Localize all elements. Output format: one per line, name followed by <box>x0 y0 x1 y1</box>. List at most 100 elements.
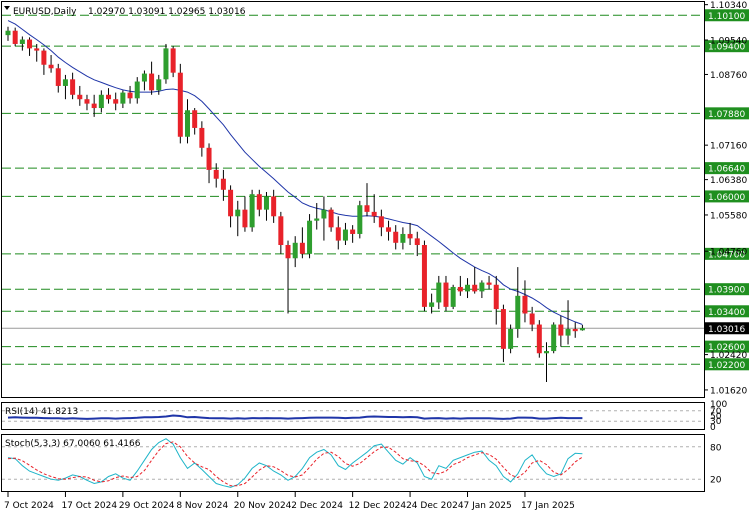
candle <box>5 26 11 41</box>
candle-body-down <box>70 79 76 95</box>
level-tag <box>705 358 749 371</box>
candle <box>134 77 140 104</box>
candle-body-down <box>177 72 183 137</box>
level-tag-label: 1.06640 <box>708 165 745 175</box>
level-tag <box>705 247 749 260</box>
candle-body-up <box>235 209 241 217</box>
candle <box>350 225 356 243</box>
candle-body-down <box>486 282 492 285</box>
candle-body-down <box>558 324 564 336</box>
level-tag-label: 1.04700 <box>708 250 745 260</box>
candle <box>307 214 313 259</box>
candle <box>292 236 298 268</box>
candle-body-up <box>307 220 313 254</box>
candle-body-down <box>192 110 198 128</box>
candle <box>393 225 399 250</box>
candle <box>544 342 549 382</box>
level-tag-label: 1.02600 <box>708 343 745 353</box>
candle-body-down <box>106 94 112 100</box>
level-tag-label: 1.06000 <box>708 193 745 203</box>
candle <box>263 191 269 221</box>
candle <box>84 94 90 111</box>
candle <box>228 185 234 228</box>
candle <box>500 304 506 363</box>
candle <box>457 275 463 296</box>
candle <box>479 280 485 299</box>
candle-body-up <box>314 218 320 221</box>
candle <box>213 163 219 188</box>
level-tag-label: 1.09400 <box>708 43 745 53</box>
candle <box>62 74 68 100</box>
candle-body-up <box>163 48 169 80</box>
symbol-dropdown-icon[interactable] <box>4 6 10 10</box>
candle <box>77 85 83 106</box>
candle-body-down <box>170 48 176 73</box>
candle-body-up <box>156 79 162 91</box>
y-tick-label: 1.02420 <box>710 351 747 361</box>
candle-body-down <box>328 209 334 228</box>
x-tick-label: 7 Oct 2024 <box>4 501 54 511</box>
candle <box>414 231 420 257</box>
price-panel[interactable] <box>1 1 705 398</box>
candle <box>472 267 478 294</box>
candle-body-down <box>393 231 399 243</box>
y-tick-label: 1.05580 <box>710 211 747 221</box>
candle-body-down <box>213 169 219 179</box>
candle-body-down <box>371 211 377 217</box>
candle <box>378 209 384 237</box>
candle <box>242 196 248 232</box>
candle-body-up <box>98 94 104 109</box>
candle <box>508 324 514 354</box>
candle-body-down <box>27 39 33 49</box>
candle-body-down <box>386 227 392 232</box>
candle <box>271 189 277 223</box>
x-tick-label: 8 Nov 2024 <box>176 501 228 511</box>
candle <box>27 37 33 56</box>
candle-body-up <box>292 242 298 259</box>
candle-body-up <box>263 196 269 210</box>
rsi-panel[interactable] <box>1 402 705 430</box>
candle <box>170 46 176 78</box>
stoch-tick-label: 80 <box>710 443 722 453</box>
candle-body-down <box>457 286 463 292</box>
candle-body-up <box>120 92 126 104</box>
candle-body-down <box>285 245 291 259</box>
candle-body-up <box>357 205 363 234</box>
candle <box>120 90 126 109</box>
candle-body-up <box>436 282 442 303</box>
candle-body-up <box>400 233 406 243</box>
current-price-label: 1.03016 <box>708 325 745 335</box>
candle-body-down <box>113 99 119 104</box>
rsi-tick-label: 70 <box>710 407 722 417</box>
candle-body-up <box>321 209 327 219</box>
candle <box>421 240 427 312</box>
candle-body-up <box>544 351 549 354</box>
candle-body-down <box>500 309 506 349</box>
candle <box>199 121 205 157</box>
candle-body-up <box>429 302 435 307</box>
candle-body-down <box>127 92 133 99</box>
candle-body-up <box>565 328 571 336</box>
candle-body-up <box>134 81 140 99</box>
candle-body-up <box>5 30 11 36</box>
candle <box>515 267 521 338</box>
candle-body-down <box>228 189 234 217</box>
candle-body-up <box>508 328 514 349</box>
candle <box>127 85 133 104</box>
level-tag-label: 1.10100 <box>708 12 745 22</box>
candle-body-down <box>84 99 90 104</box>
level-tag <box>705 9 749 22</box>
level-tag-label: 1.03900 <box>708 286 745 296</box>
candle-body-down <box>536 324 542 354</box>
candle <box>450 284 456 310</box>
candle-body-down <box>242 209 248 228</box>
candle <box>342 222 348 246</box>
candle-body-down <box>378 216 384 228</box>
level-tag <box>705 107 749 120</box>
candle <box>19 36 25 51</box>
candle-body-down <box>48 64 54 69</box>
rsi-tick-label: 50 <box>710 412 722 422</box>
candle-body-up <box>19 39 25 44</box>
ohlc-values: 1.02970 1.03091 1.02965 1.03016 <box>88 7 246 17</box>
